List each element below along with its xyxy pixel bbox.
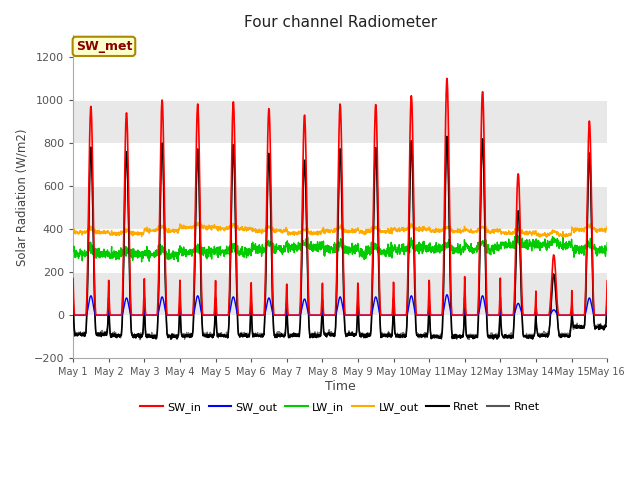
Bar	[73, 186, 607, 229]
X-axis label: Time: Time	[324, 380, 355, 393]
Bar	[73, 315, 607, 358]
Bar	[73, 229, 607, 272]
Y-axis label: Solar Radiation (W/m2): Solar Radiation (W/m2)	[15, 128, 28, 265]
Bar	[73, 272, 607, 315]
Bar	[73, 143, 607, 186]
Legend: SW_in, SW_out, LW_in, LW_out, Rnet, Rnet: SW_in, SW_out, LW_in, LW_out, Rnet, Rnet	[136, 397, 544, 417]
Title: Four channel Radiometer: Four channel Radiometer	[244, 15, 436, 30]
Bar	[73, 57, 607, 100]
Bar	[73, 100, 607, 143]
Text: SW_met: SW_met	[76, 40, 132, 53]
